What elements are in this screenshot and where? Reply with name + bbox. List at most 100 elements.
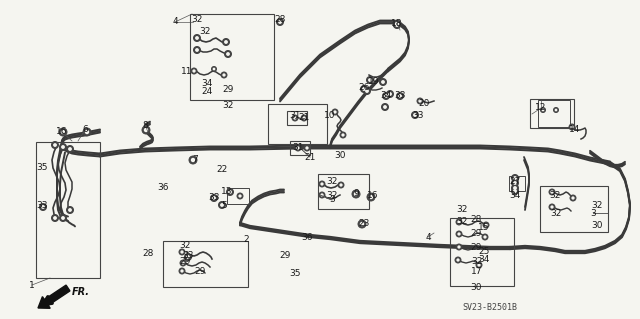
Text: 36: 36 (157, 182, 169, 191)
Circle shape (482, 234, 488, 240)
Circle shape (367, 193, 375, 201)
Text: 9: 9 (353, 189, 359, 198)
Circle shape (301, 115, 307, 121)
Circle shape (484, 223, 488, 227)
Circle shape (180, 250, 184, 254)
Circle shape (333, 110, 337, 114)
Circle shape (193, 47, 200, 54)
Circle shape (41, 205, 45, 209)
Circle shape (180, 269, 184, 273)
Circle shape (477, 263, 481, 267)
Bar (36, 142, 100, 278)
Text: 32: 32 (591, 201, 603, 210)
Circle shape (212, 68, 216, 70)
Text: 33: 33 (394, 91, 406, 100)
Circle shape (226, 52, 230, 56)
Circle shape (369, 195, 373, 199)
Circle shape (225, 50, 232, 57)
Circle shape (513, 186, 517, 190)
Text: 25: 25 (478, 248, 490, 256)
Bar (540, 186, 608, 232)
Circle shape (393, 20, 401, 28)
Text: 32: 32 (456, 218, 468, 226)
Text: 22: 22 (216, 166, 228, 174)
Circle shape (352, 190, 360, 198)
Circle shape (295, 145, 301, 151)
Circle shape (53, 216, 57, 220)
Circle shape (144, 128, 148, 132)
Text: 29: 29 (179, 256, 191, 265)
Circle shape (211, 66, 216, 71)
Text: 32: 32 (326, 177, 338, 187)
Circle shape (319, 192, 325, 198)
Circle shape (458, 232, 461, 236)
Text: 28: 28 (275, 16, 285, 25)
Circle shape (61, 145, 65, 149)
Text: 27: 27 (509, 176, 521, 186)
Circle shape (224, 40, 228, 44)
Text: 28: 28 (470, 216, 482, 225)
Circle shape (417, 98, 423, 104)
Bar (530, 99, 574, 128)
Circle shape (384, 94, 388, 98)
Circle shape (67, 206, 74, 213)
Circle shape (218, 202, 225, 209)
Circle shape (570, 195, 576, 201)
Circle shape (305, 146, 308, 150)
Circle shape (339, 183, 342, 187)
Text: 29: 29 (470, 242, 482, 251)
Circle shape (555, 109, 557, 111)
Text: 15: 15 (478, 224, 490, 233)
Circle shape (292, 115, 298, 121)
Circle shape (483, 222, 489, 228)
Circle shape (223, 39, 230, 46)
Circle shape (302, 116, 306, 120)
Circle shape (193, 34, 200, 41)
Text: 32: 32 (549, 190, 561, 199)
Text: 32: 32 (179, 241, 191, 250)
Bar (163, 241, 248, 287)
Circle shape (227, 189, 234, 196)
Circle shape (381, 80, 385, 84)
Text: 32: 32 (550, 209, 562, 218)
Circle shape (364, 87, 371, 94)
Text: 33: 33 (208, 194, 220, 203)
Circle shape (513, 176, 517, 180)
Text: 5: 5 (221, 202, 227, 211)
Circle shape (220, 203, 224, 207)
Circle shape (569, 124, 575, 130)
Circle shape (179, 249, 185, 255)
Circle shape (83, 128, 91, 136)
Circle shape (394, 21, 401, 28)
Text: 21: 21 (304, 152, 316, 161)
Circle shape (541, 108, 545, 113)
Text: 26: 26 (358, 84, 370, 93)
Text: 30: 30 (591, 220, 603, 229)
Circle shape (397, 93, 403, 100)
Circle shape (321, 182, 324, 186)
Circle shape (193, 69, 196, 73)
Circle shape (381, 103, 388, 110)
Circle shape (412, 112, 419, 118)
Text: 33: 33 (412, 112, 424, 121)
Circle shape (60, 214, 67, 221)
Circle shape (395, 23, 399, 27)
Circle shape (387, 91, 394, 98)
Circle shape (60, 144, 67, 151)
Text: 16: 16 (367, 191, 379, 201)
Circle shape (383, 93, 390, 100)
Text: 7: 7 (192, 155, 198, 165)
Text: 29: 29 (279, 250, 291, 259)
Text: 4: 4 (172, 18, 178, 26)
Text: 20: 20 (419, 100, 429, 108)
Circle shape (367, 77, 374, 84)
Circle shape (476, 262, 482, 268)
Text: FR.: FR. (72, 287, 90, 297)
Circle shape (456, 244, 462, 250)
Circle shape (513, 181, 517, 185)
Circle shape (59, 128, 67, 136)
Circle shape (456, 219, 462, 225)
Circle shape (360, 85, 367, 93)
Text: 13: 13 (221, 188, 233, 197)
Circle shape (186, 255, 190, 259)
